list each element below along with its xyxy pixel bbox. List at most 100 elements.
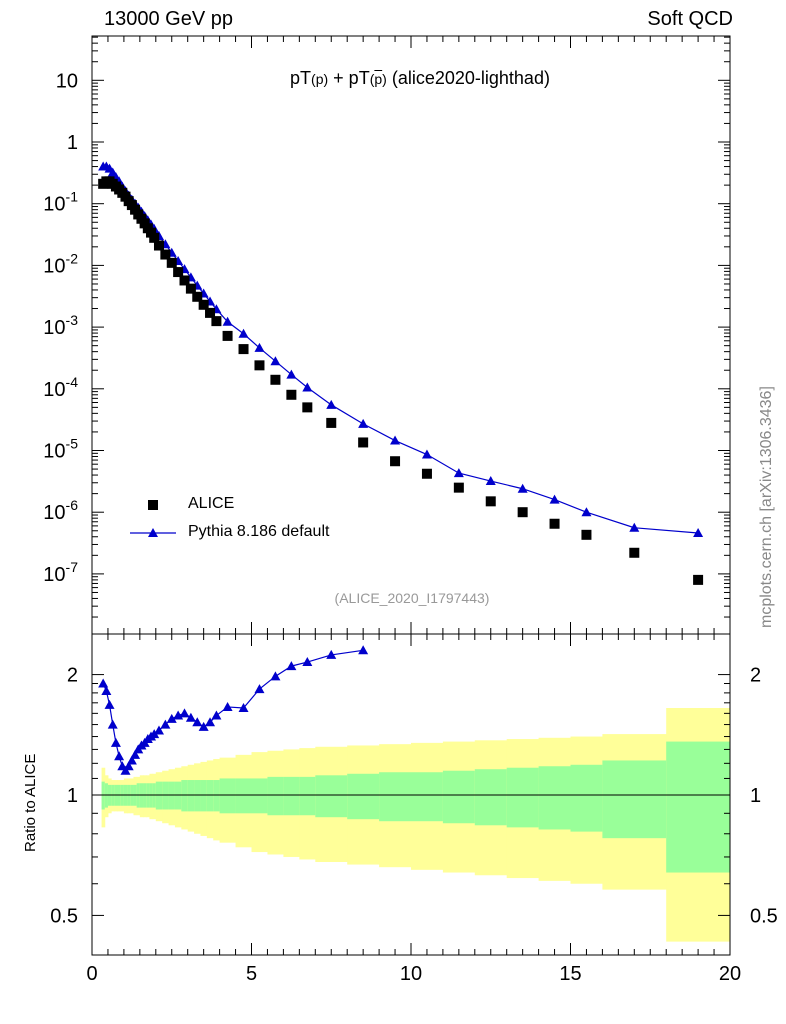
legend-mc-marker bbox=[148, 528, 158, 537]
analysis-watermark: (ALICE_2020_I1797443) bbox=[334, 590, 490, 606]
ratio-band-inner bbox=[299, 776, 316, 816]
ratio-band-inner bbox=[162, 781, 170, 810]
ratio-mc-point bbox=[114, 751, 125, 761]
x-tick-label: 0 bbox=[86, 963, 97, 985]
mc-point bbox=[629, 522, 640, 532]
ratio-mc-point bbox=[302, 657, 313, 667]
plot-title-pbar: p bbox=[374, 71, 383, 87]
ratio-mc-point bbox=[211, 710, 222, 720]
ratio-mc-point bbox=[101, 685, 112, 695]
ratio-mc-point bbox=[286, 661, 297, 671]
ratio-mc-point bbox=[123, 761, 134, 771]
ratio-band-inner bbox=[267, 776, 284, 816]
ratio-mc-point bbox=[107, 719, 118, 729]
ratio-band-inner bbox=[219, 778, 237, 814]
ratio-axis-label: Ratio to ALICE bbox=[22, 753, 39, 852]
ratio-mc-point bbox=[104, 699, 115, 709]
ratio-mc-point bbox=[160, 719, 171, 729]
data-point bbox=[211, 316, 222, 327]
plot-title-plus: + pT bbox=[328, 68, 370, 88]
ratio-band-inner bbox=[602, 760, 667, 839]
plot-title-pbar-close: ) bbox=[382, 71, 387, 87]
legend-data-label: ALICE bbox=[188, 495, 235, 512]
y-tick-label: 10-6 bbox=[43, 497, 78, 524]
mc-point bbox=[358, 418, 369, 428]
ratio-band-inner bbox=[442, 770, 476, 824]
ratio-mc-point bbox=[358, 645, 369, 655]
y-tick-label: 10-4 bbox=[43, 374, 78, 401]
x-tick-label: 10 bbox=[400, 963, 422, 985]
data-point bbox=[286, 389, 297, 400]
data-point bbox=[198, 299, 209, 310]
data-point bbox=[222, 330, 233, 341]
ratio-y-tick-label: 1 bbox=[67, 785, 78, 807]
mc-point bbox=[517, 483, 528, 493]
plot-title-pbar-open: ( bbox=[369, 71, 375, 87]
mc-point bbox=[270, 356, 281, 366]
ratio-mc-point bbox=[126, 755, 137, 765]
ratio-band-inner bbox=[666, 741, 731, 873]
data-point bbox=[517, 507, 528, 518]
data-point bbox=[302, 402, 313, 413]
x-tick-label: 20 bbox=[719, 963, 741, 985]
data-point bbox=[160, 249, 171, 260]
data-point bbox=[421, 468, 432, 479]
mc-point bbox=[326, 399, 337, 409]
legend-mc-label: Pythia 8.186 default bbox=[188, 523, 330, 540]
y-tick-label: 10-7 bbox=[43, 559, 78, 586]
data-point bbox=[629, 547, 640, 558]
ratio-mc-point bbox=[270, 671, 281, 681]
ratio-band-inner bbox=[251, 778, 268, 814]
y-tick-label: 10-1 bbox=[43, 189, 78, 216]
ratio-band-inner bbox=[168, 781, 176, 810]
ratio-band-inner bbox=[181, 780, 189, 812]
ratio-y-tick-label: 0.5 bbox=[50, 905, 78, 927]
ratio-y-tick-label-right: 1 bbox=[750, 785, 761, 807]
data-point bbox=[390, 456, 401, 467]
ratio-band-inner bbox=[213, 780, 221, 812]
y-tick-label: 10-2 bbox=[43, 250, 78, 277]
ratio-mc-point bbox=[198, 721, 209, 731]
mc-point bbox=[390, 435, 401, 445]
data-point bbox=[166, 257, 177, 268]
ratio-band-inner bbox=[506, 767, 540, 828]
data-point bbox=[238, 344, 249, 355]
ratio-band-inner bbox=[200, 780, 208, 812]
data-point bbox=[149, 232, 160, 243]
data-point bbox=[153, 240, 164, 251]
data-point bbox=[254, 360, 265, 371]
ratio-band-inner bbox=[411, 772, 444, 822]
ratio-mc-point bbox=[192, 717, 203, 727]
top-panel-frame bbox=[91, 35, 731, 635]
mc-point bbox=[254, 342, 265, 352]
ratio-mc-point bbox=[166, 713, 177, 723]
ratio-mc-point bbox=[153, 725, 164, 735]
header-process-label: Soft QCD bbox=[647, 8, 733, 30]
ratio-band-inner bbox=[315, 775, 348, 818]
mc-point bbox=[286, 369, 297, 379]
header-energy-label: 13000 GeV pp bbox=[104, 8, 233, 30]
mc-point bbox=[421, 449, 432, 459]
ratio-mc-point bbox=[110, 737, 121, 747]
data-point bbox=[485, 496, 496, 507]
ratio-band-inner bbox=[538, 766, 571, 830]
ratio-band-inner bbox=[174, 781, 182, 810]
data-point bbox=[326, 417, 337, 428]
mc-point bbox=[693, 528, 704, 538]
ratio-band-inner bbox=[379, 772, 412, 822]
x-tick-label: 5 bbox=[246, 963, 257, 985]
mc-point bbox=[485, 476, 496, 486]
plot-title-pt: pT bbox=[290, 68, 312, 88]
ratio-band-inner bbox=[155, 781, 163, 810]
y-tick-label: 10-5 bbox=[43, 436, 78, 463]
y-tick-label: 10-3 bbox=[43, 312, 78, 339]
mc-point bbox=[453, 468, 464, 478]
y-tick-label: 10 bbox=[56, 70, 78, 92]
ratio-mc-point bbox=[238, 703, 249, 713]
mc-line bbox=[103, 165, 699, 534]
data-point bbox=[192, 291, 203, 302]
mc-point bbox=[549, 494, 560, 504]
ratio-band-inner bbox=[347, 773, 380, 820]
data-point bbox=[453, 482, 464, 493]
